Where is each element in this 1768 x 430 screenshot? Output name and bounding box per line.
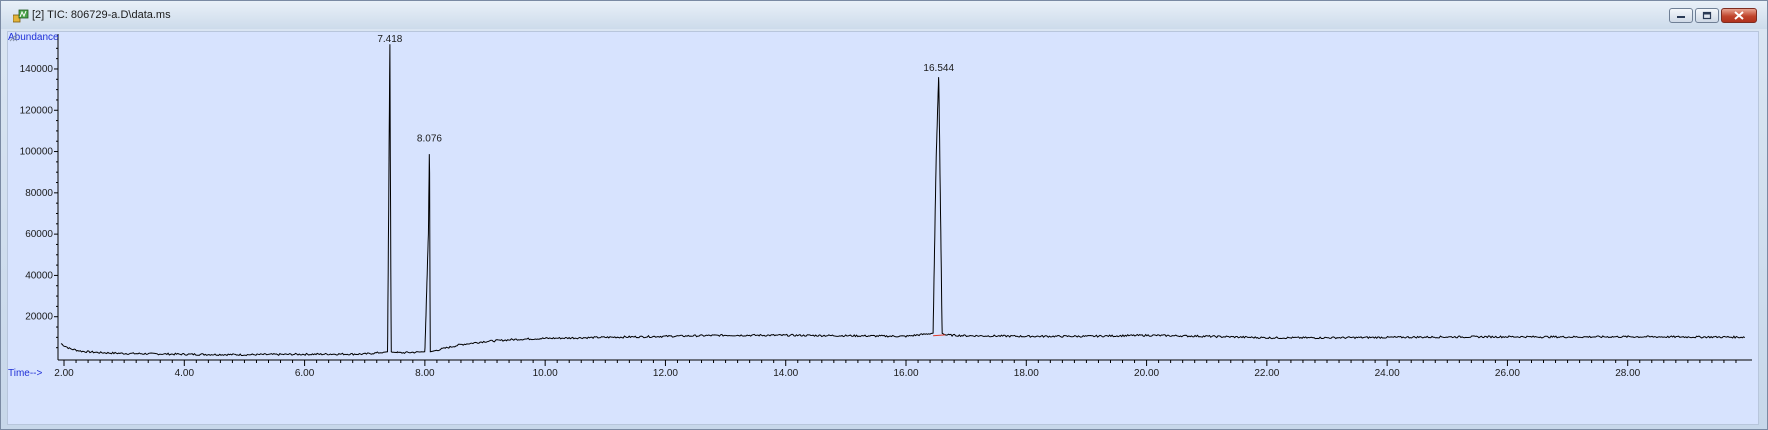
plot-area[interactable]: 20000 40000 60000 80000 100000 120000 140000 Ab… bbox=[7, 31, 1759, 425]
y-tick-label: 140000 bbox=[20, 64, 54, 75]
x-tick-label: 16.00 bbox=[893, 368, 918, 379]
x-tick-label: 4.00 bbox=[175, 368, 195, 379]
close-button[interactable] bbox=[1721, 8, 1757, 23]
title-bar[interactable]: [2] TIC: 806729-a.D\data.ms bbox=[1, 1, 1767, 29]
window-title: [2] TIC: 806729-a.D\data.ms bbox=[32, 9, 171, 21]
x-tick-label: 6.00 bbox=[295, 368, 315, 379]
y-tick-label: 60000 bbox=[25, 229, 53, 240]
peak-label: 7.418 bbox=[377, 34, 402, 45]
x-tick-label: 24.00 bbox=[1375, 368, 1400, 379]
peak-baseline-marker bbox=[933, 334, 946, 337]
y-axis-label: Abundance bbox=[8, 32, 59, 43]
close-icon bbox=[1734, 11, 1744, 20]
tic-trace-line bbox=[60, 44, 1746, 357]
restore-icon bbox=[1702, 11, 1712, 20]
minimize-icon bbox=[1677, 16, 1685, 18]
chromatogram-chart: 20000 40000 60000 80000 100000 120000 140000 Ab… bbox=[8, 32, 1752, 379]
y-tick-label: 80000 bbox=[25, 188, 53, 199]
peak-label: 8.076 bbox=[417, 133, 442, 144]
x-tick-label: 12.00 bbox=[653, 368, 678, 379]
y-tick-label: 40000 bbox=[25, 270, 53, 281]
app-chromatogram-icon bbox=[13, 9, 29, 23]
y-tick-label: 120000 bbox=[20, 105, 54, 116]
x-tick-label: 26.00 bbox=[1495, 368, 1520, 379]
x-tick-label: 14.00 bbox=[773, 368, 798, 379]
y-tick-label: 20000 bbox=[25, 312, 53, 323]
peak-label: 16.544 bbox=[923, 63, 954, 74]
x-tick-label: 28.00 bbox=[1615, 368, 1640, 379]
x-tick-label: 20.00 bbox=[1134, 368, 1159, 379]
restore-button[interactable] bbox=[1695, 8, 1719, 23]
x-tick-label: 22.00 bbox=[1254, 368, 1279, 379]
x-tick-label: 10.00 bbox=[533, 368, 558, 379]
window-controls bbox=[1669, 8, 1757, 25]
x-axis-label: Time--> bbox=[8, 368, 43, 379]
resize-grip-icon[interactable] bbox=[8, 32, 18, 42]
x-tick-label: 8.00 bbox=[415, 368, 435, 379]
x-tick-label: 18.00 bbox=[1014, 368, 1039, 379]
x-tick-label: 2.00 bbox=[54, 368, 74, 379]
y-tick-label: 100000 bbox=[20, 147, 54, 158]
minimize-button[interactable] bbox=[1669, 8, 1693, 23]
